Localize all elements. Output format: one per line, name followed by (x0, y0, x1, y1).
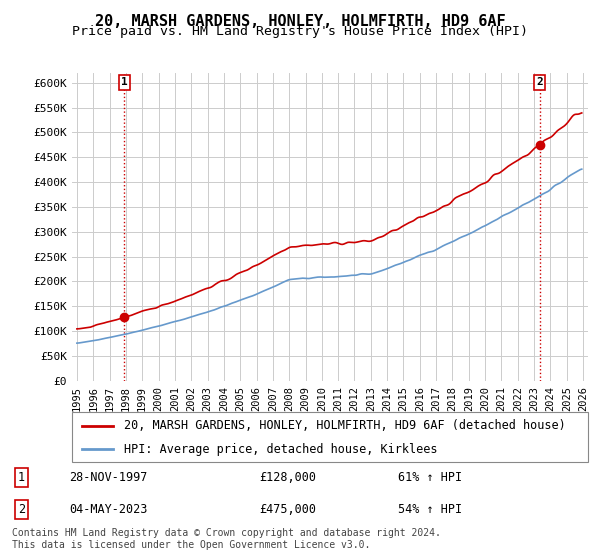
Text: 1: 1 (121, 77, 128, 87)
Text: 20, MARSH GARDENS, HONLEY, HOLMFIRTH, HD9 6AF: 20, MARSH GARDENS, HONLEY, HOLMFIRTH, HD… (95, 14, 505, 29)
Text: 1: 1 (18, 472, 25, 484)
Text: £475,000: £475,000 (260, 503, 317, 516)
Text: 54% ↑ HPI: 54% ↑ HPI (398, 503, 462, 516)
Text: Contains HM Land Registry data © Crown copyright and database right 2024.
This d: Contains HM Land Registry data © Crown c… (12, 528, 441, 550)
FancyBboxPatch shape (72, 412, 588, 462)
Text: 28-NOV-1997: 28-NOV-1997 (70, 472, 148, 484)
Text: £128,000: £128,000 (260, 472, 317, 484)
Text: 61% ↑ HPI: 61% ↑ HPI (398, 472, 462, 484)
Text: Price paid vs. HM Land Registry's House Price Index (HPI): Price paid vs. HM Land Registry's House … (72, 25, 528, 38)
Text: HPI: Average price, detached house, Kirklees: HPI: Average price, detached house, Kirk… (124, 443, 437, 456)
Text: 04-MAY-2023: 04-MAY-2023 (70, 503, 148, 516)
Text: 2: 2 (536, 77, 543, 87)
Text: 2: 2 (18, 503, 25, 516)
Text: 20, MARSH GARDENS, HONLEY, HOLMFIRTH, HD9 6AF (detached house): 20, MARSH GARDENS, HONLEY, HOLMFIRTH, HD… (124, 419, 565, 432)
